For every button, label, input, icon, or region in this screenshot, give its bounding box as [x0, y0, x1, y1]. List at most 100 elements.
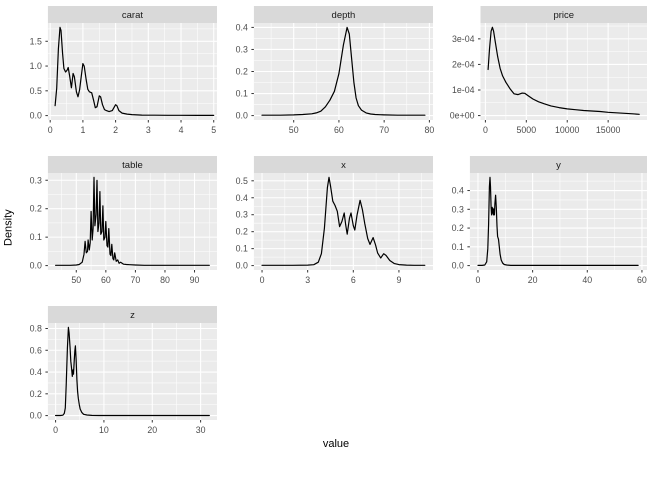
y-tick-label: 0.8 — [30, 323, 42, 333]
facet-strip — [253, 156, 433, 173]
density-curve-x — [261, 176, 426, 266]
y-tick-label: 0.3 — [236, 44, 248, 54]
facet-cell-carat: 0 1 2 3 4 5 0.0 0.5 1.0 1.5 carat — [16, 6, 222, 156]
x-tick-label: 5000 — [517, 125, 537, 135]
facet-cell-depth: 50 60 70 80 0.0 0.1 0.2 0.3 0.4 depth — [222, 6, 438, 156]
x-tick-label: 0 — [476, 275, 481, 285]
panel-background — [47, 23, 218, 120]
x-tick-label: 1 — [80, 125, 85, 135]
density-curve-price — [487, 26, 640, 115]
facet-svg-y: 0 20 40 60 0.0 0.1 0.2 0.3 0.4 y — [452, 156, 647, 285]
y-tick-label: 0.0 — [30, 411, 42, 421]
x-tick-label: 70 — [379, 125, 389, 135]
facet-cell-x: 0 3 6 9 0.0 0.1 0.2 0.3 0.4 0.5 x — [222, 156, 438, 306]
facet-strip-label: z — [130, 310, 135, 321]
facet-strip — [469, 156, 647, 173]
y-tick-label: 0.3 — [30, 175, 42, 185]
x-tick-label: 60 — [334, 125, 344, 135]
y-tick-label: 0.1 — [236, 89, 248, 99]
x-tick-label: 80 — [424, 125, 434, 135]
density-curve-table — [54, 176, 210, 266]
x-tick-label: 50 — [289, 125, 299, 135]
facet-svg-carat: 0 1 2 3 4 5 0.0 0.5 1.0 1.5 carat — [30, 6, 218, 135]
y-tick-label: 0.4 — [452, 186, 464, 196]
facet-cell-price: 0 5000 10000 15000 0e+00 1e-04 2e-04 3e-04 price — [438, 6, 652, 156]
x-tick-label: 0 — [48, 125, 53, 135]
facet-svg-table: 50 60 70 80 90 0.0 0.1 0.2 0.3 table — [30, 156, 218, 285]
facet-grid: 0 1 2 3 4 5 0.0 0.5 1.0 1.5 carat 50 60 70 80 0.0 0.1 0.2… — [16, 6, 652, 456]
y-tick-label: 0.1 — [452, 242, 464, 252]
x-axis-title: value — [322, 438, 350, 450]
y-tick-label: 0.2 — [236, 67, 248, 77]
x-tick-label: 0 — [260, 275, 265, 285]
y-tick-label: 0.2 — [30, 204, 42, 214]
y-tick-label: 0.0 — [30, 111, 42, 121]
facet-strip-label: y — [556, 160, 561, 171]
facet-strip-label: price — [553, 10, 574, 21]
facet-svg-x: 0 3 6 9 0.0 0.1 0.2 0.3 0.4 0.5 x — [236, 156, 433, 285]
facet-strip — [47, 156, 218, 173]
y-axis-title: Density — [2, 209, 15, 247]
y-tick-label: 0e+00 — [450, 111, 475, 121]
facet-strip — [253, 6, 433, 23]
y-tick-label: 0.0 — [236, 111, 248, 121]
x-tick-label: 9 — [396, 275, 401, 285]
x-tick-label: 90 — [190, 275, 200, 285]
y-tick-label: 1.5 — [30, 36, 42, 46]
x-tick-label: 5 — [211, 125, 216, 135]
x-tick-label: 0 — [483, 125, 488, 135]
y-tick-label: 1.0 — [30, 61, 42, 71]
y-tick-label: 0.3 — [452, 204, 464, 214]
x-tick-label: 10000 — [555, 125, 580, 135]
x-tick-label: 6 — [351, 275, 356, 285]
x-tick-label: 3 — [146, 125, 151, 135]
x-tick-label: 10 — [99, 425, 109, 435]
facet-cell-z: 0 10 20 30 0.0 0.2 0.4 0.6 0.8 z — [16, 306, 222, 456]
facet-strip-label: carat — [122, 10, 143, 21]
y-tick-label: 0.4 — [30, 367, 42, 377]
x-tick-label: 60 — [637, 275, 647, 285]
facet-strip-label: x — [341, 160, 346, 171]
y-tick-label: 0.2 — [452, 223, 464, 233]
facet-strip — [480, 6, 647, 23]
panel-background — [480, 23, 647, 120]
y-tick-label: 0.0 — [236, 261, 248, 271]
y-tick-label: 0.2 — [30, 389, 42, 399]
y-tick-label: 1e-04 — [452, 85, 475, 95]
y-tick-label: 0.6 — [30, 345, 42, 355]
x-tick-label: 40 — [582, 275, 592, 285]
x-tick-label: 70 — [131, 275, 141, 285]
density-curve-y — [477, 176, 639, 267]
density-curve-carat — [54, 26, 215, 117]
facet-svg-z: 0 10 20 30 0.0 0.2 0.4 0.6 0.8 z — [30, 306, 218, 435]
x-tick-label: 80 — [160, 275, 170, 285]
panel-background — [469, 173, 647, 270]
x-tick-label: 30 — [196, 425, 206, 435]
x-tick-label: 4 — [179, 125, 184, 135]
facet-cell-y: 0 20 40 60 0.0 0.1 0.2 0.3 0.4 y — [438, 156, 652, 306]
x-tick-label: 60 — [101, 275, 111, 285]
y-tick-label: 0.2 — [236, 227, 248, 237]
x-tick-label: 3 — [305, 275, 310, 285]
y-tick-label: 2e-04 — [452, 59, 475, 69]
density-curve-depth — [261, 26, 426, 116]
y-tick-label: 0.1 — [30, 232, 42, 242]
facet-svg-depth: 50 60 70 80 0.0 0.1 0.2 0.3 0.4 depth — [236, 6, 434, 135]
x-tick-label: 0 — [53, 425, 58, 435]
y-tick-label: 0.5 — [30, 86, 42, 96]
y-tick-label: 0.0 — [30, 261, 42, 271]
y-tick-label: 0.0 — [452, 261, 464, 271]
density-curve-z — [54, 326, 210, 417]
x-tick-label: 20 — [147, 425, 157, 435]
y-tick-label: 0.4 — [236, 193, 248, 203]
y-tick-label: 0.1 — [236, 244, 248, 254]
x-tick-label: 15000 — [596, 125, 621, 135]
panel-background — [47, 173, 218, 270]
facet-svg-price: 0 5000 10000 15000 0e+00 1e-04 2e-04 3e-04 price — [450, 6, 647, 135]
x-tick-label: 20 — [528, 275, 538, 285]
facet-strip — [47, 306, 218, 323]
y-tick-label: 3e-04 — [452, 34, 475, 44]
facet-cell-table: 50 60 70 80 90 0.0 0.1 0.2 0.3 table — [16, 156, 222, 306]
facet-strip-label: depth — [332, 10, 356, 21]
